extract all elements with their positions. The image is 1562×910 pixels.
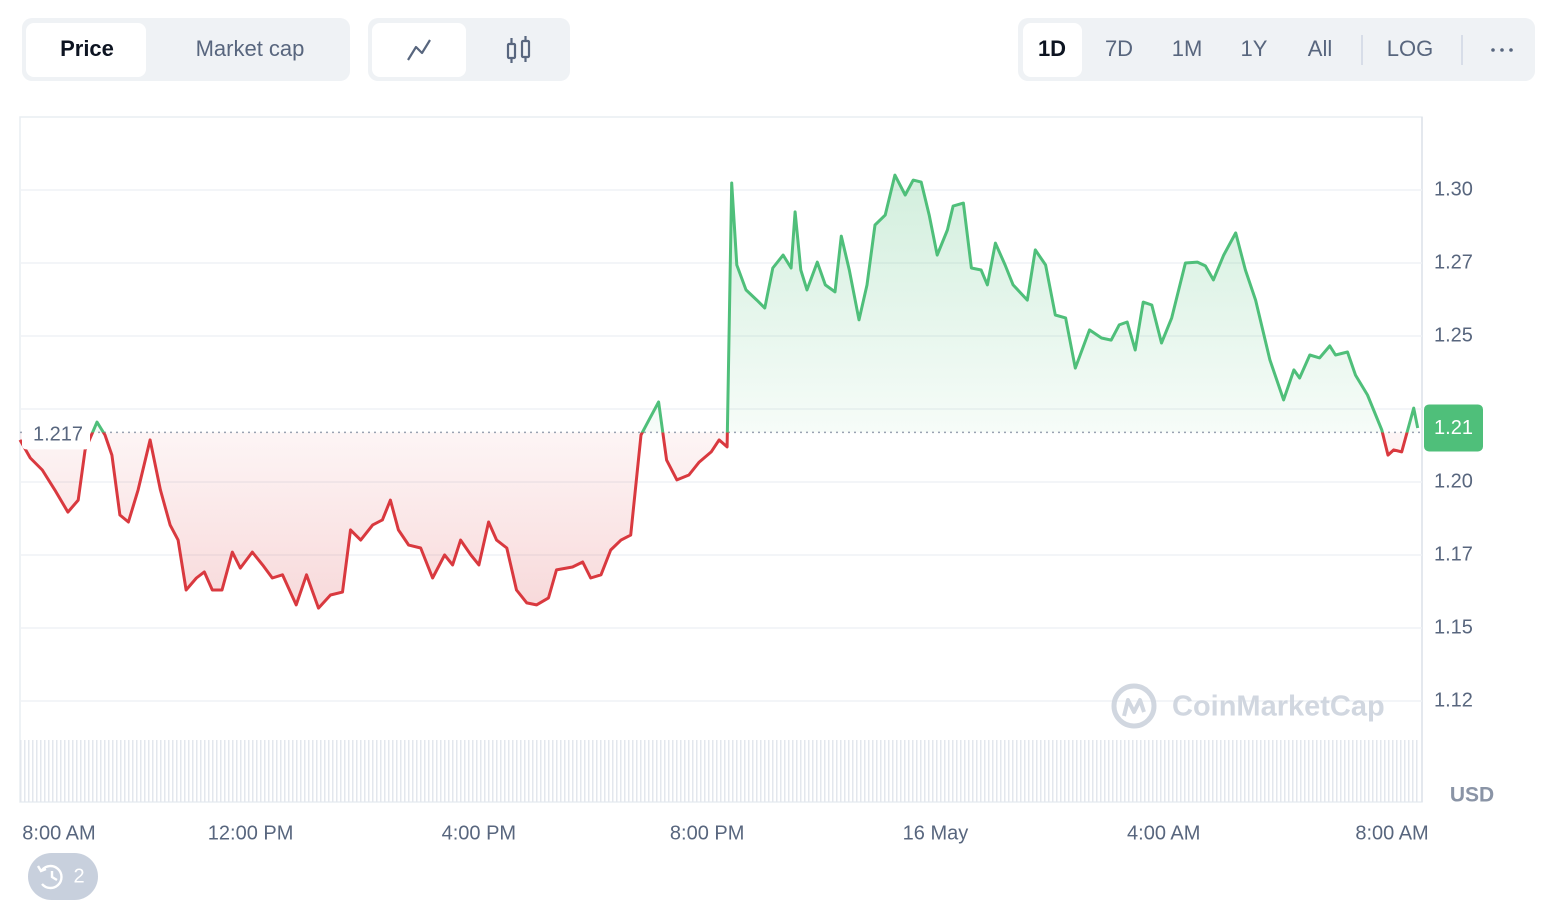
y-tick-label: 1.15 (1434, 616, 1473, 638)
x-tick-label: 8:00 AM (22, 822, 95, 844)
tab-market-cap[interactable]: Market cap (196, 36, 305, 61)
reference-label: 1.217 (33, 424, 83, 446)
history-count: 2 (73, 865, 84, 887)
y-tick-label: 1.12 (1434, 689, 1473, 711)
y-tick-label: 1.30 (1434, 178, 1473, 200)
watermark-text: CoinMarketCap (1172, 691, 1385, 723)
range-all[interactable]: All (1308, 36, 1332, 61)
history-badge[interactable] (28, 853, 98, 900)
range-group (1018, 18, 1535, 81)
x-tick-label: 4:00 AM (1127, 822, 1200, 844)
line-icon (407, 39, 431, 61)
area-fill (20, 175, 1418, 609)
x-tick-label: 4:00 PM (442, 822, 516, 844)
current-price-badge (1424, 404, 1483, 452)
x-tick-label: 8:00 AM (1355, 822, 1428, 844)
range-active[interactable] (1023, 23, 1082, 77)
range-1d[interactable]: 1D (1038, 36, 1066, 61)
candle-icon[interactable] (506, 36, 531, 63)
price-line (18, 173, 1420, 610)
log-toggle[interactable]: LOG (1387, 36, 1433, 61)
tab-price[interactable]: Price (60, 36, 114, 61)
y-unit: USD (1450, 784, 1494, 807)
x-tick-label: 8:00 PM (670, 822, 744, 844)
range-1y[interactable]: 1Y (1241, 36, 1268, 61)
x-tick-label: 16 May (903, 822, 969, 844)
tab-active[interactable] (26, 23, 146, 77)
range-7d[interactable]: 7D (1105, 36, 1133, 61)
y-tick-label: 1.17 (1434, 543, 1473, 565)
x-tick-label: 12:00 PM (208, 822, 294, 844)
current-price-label: 1.21 (1434, 417, 1473, 439)
more-button[interactable] (1491, 48, 1513, 52)
reference-label-bg (22, 415, 90, 450)
watermark: CoinMarketCap (1111, 683, 1385, 729)
range-1m[interactable]: 1M (1172, 36, 1203, 61)
y-tick-label: 1.20 (1434, 470, 1473, 492)
y-tick-label: 1.27 (1434, 251, 1473, 273)
history-icon (36, 864, 63, 890)
volume-strip (20, 740, 1418, 802)
y-tick-label: 1.25 (1434, 324, 1473, 346)
plot: 1.217 (18, 173, 1422, 610)
